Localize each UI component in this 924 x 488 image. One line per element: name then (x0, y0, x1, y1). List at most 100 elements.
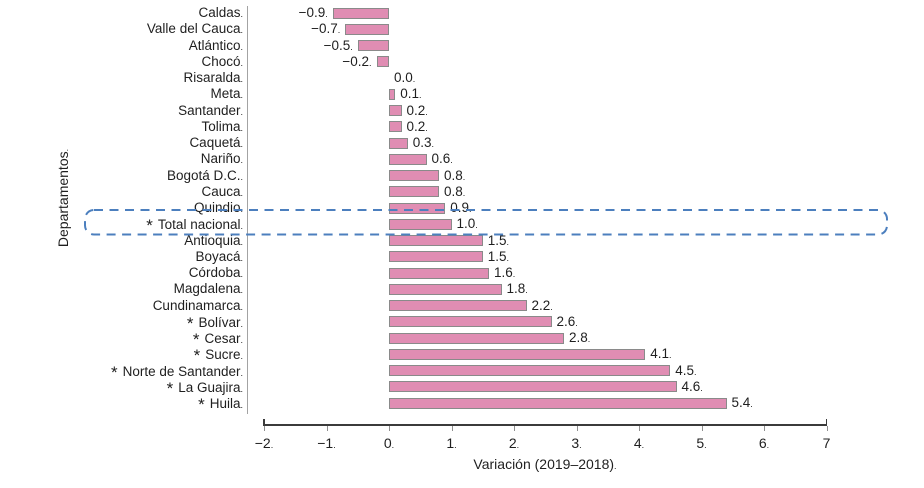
x-tick-label: −2 (244, 435, 284, 453)
star-marker: * (192, 330, 200, 349)
bar (389, 105, 402, 116)
category-label: Atlántico (0, 38, 243, 55)
category-label: * Huila (0, 395, 243, 413)
category-label: Meta (0, 86, 243, 103)
x-tick (826, 426, 828, 431)
value-label: 1.0 (457, 216, 478, 233)
category-label: * La Guajira (0, 379, 243, 397)
category-label: Bogotá D.C. (0, 168, 243, 185)
x-axis-endcap-left (263, 419, 265, 425)
category-label: * Cesar (0, 330, 243, 348)
category-label: Quindio (0, 200, 243, 217)
bar (389, 170, 439, 181)
category-label: Magdalena (0, 281, 243, 298)
bar (376, 56, 389, 68)
bar (389, 348, 646, 360)
x-tick (576, 426, 578, 431)
value-label: 1.5 (488, 249, 509, 266)
y-axis-spine (247, 6, 249, 414)
bar (357, 40, 389, 51)
value-label: 4.6 (682, 379, 703, 396)
x-tick-label: 0 (369, 435, 409, 453)
bar (389, 381, 677, 393)
bar (389, 186, 439, 198)
category-label: Santander (0, 103, 243, 120)
category-label: * Bolívar (0, 314, 243, 332)
value-label: −0.5 (283, 38, 353, 55)
bar (389, 365, 671, 376)
category-label: Antioquia (0, 233, 243, 250)
x-tick (451, 426, 453, 431)
bar (389, 267, 489, 279)
x-tick-label: 1 (432, 435, 472, 453)
value-label: −0.7 (270, 21, 340, 38)
category-label: Boyacá (0, 249, 243, 266)
x-axis-line (263, 424, 827, 426)
x-tick (389, 426, 391, 431)
star-marker: * (193, 346, 201, 366)
x-tick-label: −1 (307, 435, 347, 453)
value-label: −0.2 (302, 54, 372, 71)
x-tick-label: 3 (557, 435, 597, 453)
category-label: Risaralda (0, 70, 243, 87)
value-label: 0.0 (394, 70, 415, 87)
value-label: 0.6 (432, 151, 453, 168)
star-marker: * (198, 395, 205, 414)
star-marker: * (186, 313, 194, 333)
bar (389, 202, 446, 214)
bar (389, 88, 396, 100)
value-label: 2.6 (557, 314, 578, 331)
value-label: 5.4 (732, 395, 753, 412)
bar (389, 397, 727, 409)
bar (389, 251, 483, 263)
value-label: 1.6 (494, 265, 515, 282)
value-label: 4.5 (675, 363, 696, 380)
bar (389, 283, 502, 295)
value-label: 1.5 (488, 233, 509, 250)
x-tick (701, 426, 703, 431)
bar (389, 121, 402, 133)
category-label: Valle del Cauca (0, 21, 243, 38)
x-tick-label: 4 (619, 435, 659, 453)
category-label: Cundinamarca (0, 298, 243, 315)
x-tick-label: 7 (822, 435, 831, 451)
x-tick-label: 2 (494, 435, 534, 453)
value-label: 0.2 (407, 103, 428, 120)
bar (332, 7, 389, 19)
value-label: −0.9 (258, 5, 328, 22)
category-label: Cauca (0, 184, 243, 201)
category-label: Caquetá (0, 135, 243, 152)
bar (389, 153, 427, 165)
value-label: 0.9 (450, 200, 471, 217)
x-tick (264, 426, 266, 431)
value-label: 0.3 (413, 135, 434, 152)
x-tick (764, 426, 766, 431)
x-axis-title: Variación (2019–2018) (395, 456, 695, 475)
value-label: 4.1 (650, 346, 671, 363)
x-tick (514, 426, 516, 431)
category-label: Caldas (0, 5, 243, 22)
bar (389, 332, 564, 344)
value-label: 1.8 (507, 281, 528, 298)
star-marker: * (166, 378, 174, 398)
star-marker: * (111, 362, 118, 382)
x-tick-label: 6 (744, 435, 784, 453)
bar (345, 23, 389, 35)
category-label: * Norte de Santander (0, 363, 243, 381)
value-label: 0.8 (444, 184, 465, 201)
category-label: Córdoba (0, 265, 243, 282)
x-tick (639, 426, 641, 431)
x-tick (326, 426, 328, 431)
x-axis-endcap-right (825, 419, 828, 425)
x-tick-label: 5 (682, 435, 722, 453)
value-label: 0.2 (407, 119, 428, 136)
bar (389, 316, 552, 328)
bar (389, 137, 408, 149)
category-label: Nariño (0, 151, 243, 168)
bar (389, 300, 527, 311)
bar (389, 218, 452, 230)
category-label: Chocó (0, 54, 243, 71)
value-label: 2.2 (532, 298, 553, 315)
value-label: 0.8 (444, 168, 465, 185)
